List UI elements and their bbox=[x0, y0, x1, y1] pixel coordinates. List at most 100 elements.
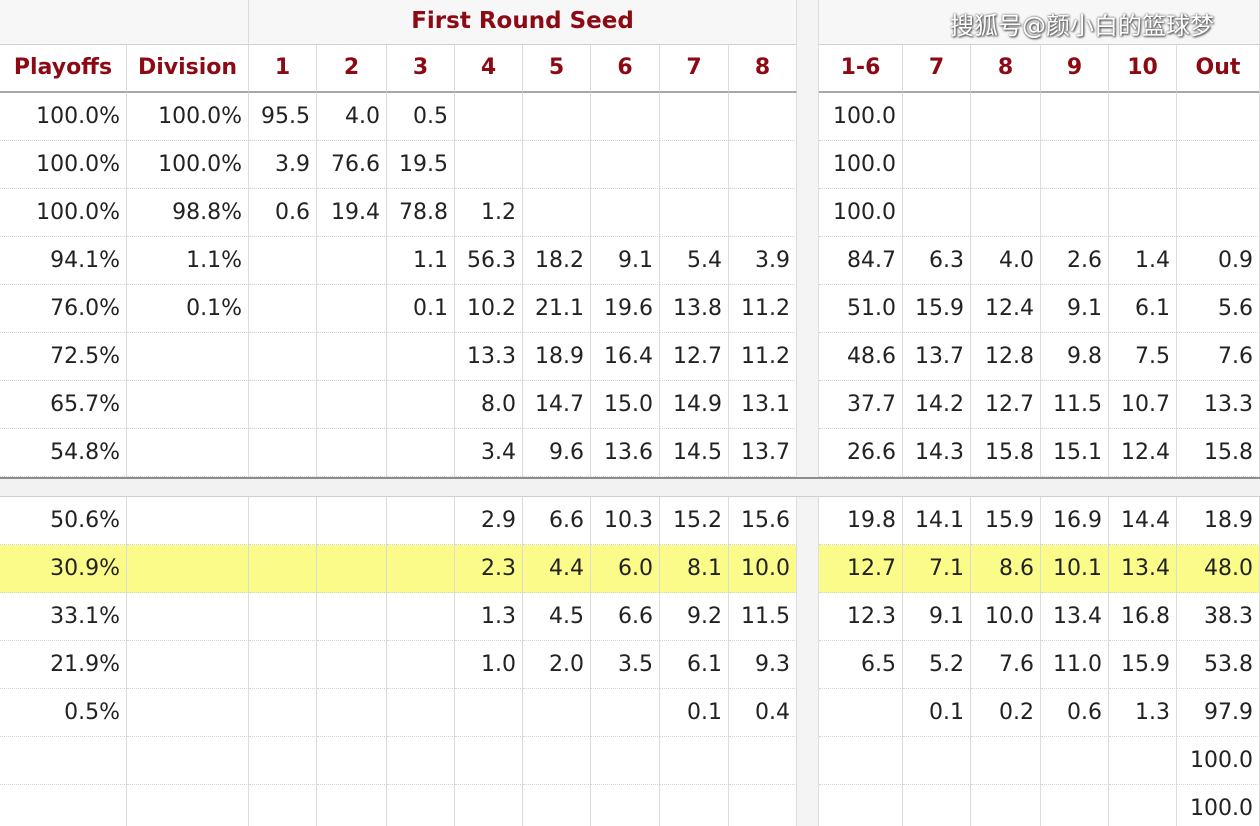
gap-cell bbox=[797, 641, 819, 689]
table-cell bbox=[591, 93, 660, 141]
table-cell: 2.6 bbox=[1041, 237, 1109, 285]
table-cell bbox=[249, 429, 317, 477]
table-cell: 0.5% bbox=[0, 689, 127, 737]
table-cell: 4.5 bbox=[523, 593, 591, 641]
table-cell bbox=[317, 429, 387, 477]
table-cell bbox=[317, 333, 387, 381]
table-cell: 0.9 bbox=[1177, 237, 1260, 285]
table-cell bbox=[523, 93, 591, 141]
table-cell bbox=[660, 737, 729, 785]
table-cell: 16.9 bbox=[1041, 497, 1109, 545]
table-cell bbox=[591, 689, 660, 737]
table-cell bbox=[249, 641, 317, 689]
header-blank bbox=[819, 0, 1260, 45]
gap-cell bbox=[797, 285, 819, 333]
table-cell bbox=[127, 785, 249, 826]
table-cell bbox=[317, 737, 387, 785]
table-cell: 14.3 bbox=[903, 429, 971, 477]
table-cell: 9.6 bbox=[523, 429, 591, 477]
gap-cell bbox=[797, 381, 819, 429]
table-cell: 11.5 bbox=[729, 593, 797, 641]
table-cell: 100.0% bbox=[127, 93, 249, 141]
table-cell bbox=[317, 285, 387, 333]
table-cell: 13.7 bbox=[903, 333, 971, 381]
table-cell: 48.6 bbox=[819, 333, 903, 381]
table-cell: 18.2 bbox=[523, 237, 591, 285]
column-header: 3 bbox=[387, 45, 455, 93]
table-cell: 14.2 bbox=[903, 381, 971, 429]
table-cell bbox=[1041, 737, 1109, 785]
table-cell bbox=[903, 141, 971, 189]
table-cell: 0.4 bbox=[729, 689, 797, 737]
table-cell bbox=[903, 93, 971, 141]
table-cell bbox=[455, 93, 523, 141]
table-cell bbox=[317, 381, 387, 429]
table-cell: 1.1% bbox=[127, 237, 249, 285]
table-cell bbox=[249, 593, 317, 641]
table-cell bbox=[660, 785, 729, 826]
table-cell bbox=[317, 237, 387, 285]
table-cell: 6.1 bbox=[660, 641, 729, 689]
table-cell bbox=[127, 545, 249, 593]
table-cell bbox=[591, 785, 660, 826]
table-cell: 16.4 bbox=[591, 333, 660, 381]
table-cell bbox=[1041, 93, 1109, 141]
table-cell: 18.9 bbox=[1177, 497, 1260, 545]
table-cell bbox=[1109, 141, 1177, 189]
table-cell: 94.1% bbox=[0, 237, 127, 285]
column-header: Out bbox=[1177, 45, 1260, 93]
watermark: 搜狐号@颜小白的篮球梦 bbox=[950, 12, 1214, 40]
table-cell bbox=[249, 285, 317, 333]
table-cell: 26.6 bbox=[819, 429, 903, 477]
table-cell: 14.1 bbox=[903, 497, 971, 545]
table-cell bbox=[249, 545, 317, 593]
table-cell bbox=[660, 93, 729, 141]
gap-cell bbox=[797, 689, 819, 737]
table-cell: 9.3 bbox=[729, 641, 797, 689]
gap-cell bbox=[797, 141, 819, 189]
table-cell: 33.1% bbox=[0, 593, 127, 641]
table-cell: 21.9% bbox=[0, 641, 127, 689]
table-cell: 0.5 bbox=[387, 93, 455, 141]
table-cell: 1.4 bbox=[1109, 237, 1177, 285]
table-cell bbox=[591, 737, 660, 785]
table-cell: 95.5 bbox=[249, 93, 317, 141]
header-blank bbox=[0, 0, 249, 45]
table-cell: 98.8% bbox=[127, 189, 249, 237]
table-cell: 100.0% bbox=[0, 93, 127, 141]
table-cell: 50.6% bbox=[0, 497, 127, 545]
table-cell bbox=[1177, 189, 1260, 237]
table-cell bbox=[317, 641, 387, 689]
table-cell: 7.5 bbox=[1109, 333, 1177, 381]
table-cell: 6.1 bbox=[1109, 285, 1177, 333]
table-cell bbox=[387, 641, 455, 689]
table-cell: 10.1 bbox=[1041, 545, 1109, 593]
table-cell: 11.0 bbox=[1041, 641, 1109, 689]
table-cell: 8.1 bbox=[660, 545, 729, 593]
table-cell: 84.7 bbox=[819, 237, 903, 285]
table-cell: 5.4 bbox=[660, 237, 729, 285]
gap-cell bbox=[797, 737, 819, 785]
column-header: 5 bbox=[523, 45, 591, 93]
table-cell: 6.0 bbox=[591, 545, 660, 593]
table-cell bbox=[971, 189, 1041, 237]
table-cell bbox=[387, 497, 455, 545]
column-header: 9 bbox=[1041, 45, 1109, 93]
table-cell bbox=[455, 141, 523, 189]
table-cell bbox=[1109, 189, 1177, 237]
table-cell: 12.4 bbox=[971, 285, 1041, 333]
table-cell: 4.4 bbox=[523, 545, 591, 593]
gap-cell bbox=[797, 497, 819, 545]
table-cell bbox=[523, 737, 591, 785]
column-header: 1 bbox=[249, 45, 317, 93]
column-header: Playoffs bbox=[0, 45, 127, 93]
table-cell: 78.8 bbox=[387, 189, 455, 237]
table-cell: 15.9 bbox=[1109, 641, 1177, 689]
table-cell bbox=[317, 593, 387, 641]
table-cell: 18.9 bbox=[523, 333, 591, 381]
table-cell: 13.3 bbox=[1177, 381, 1260, 429]
table-cell: 13.4 bbox=[1041, 593, 1109, 641]
table-cell: 4.0 bbox=[971, 237, 1041, 285]
table-cell: 12.7 bbox=[971, 381, 1041, 429]
